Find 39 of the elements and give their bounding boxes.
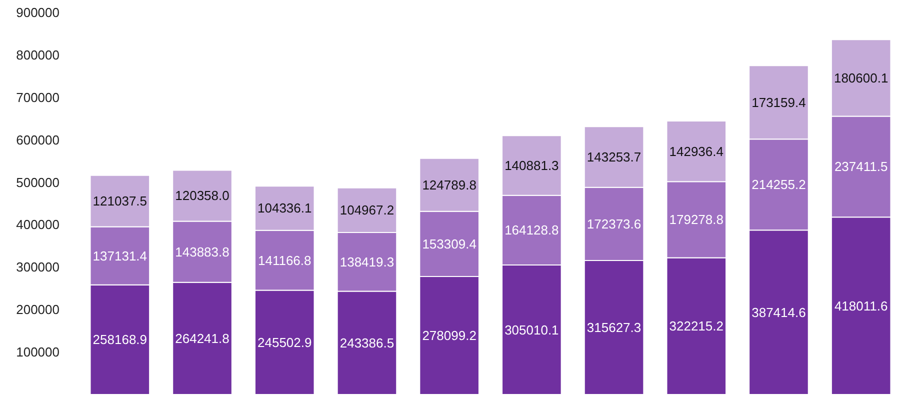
data-label: 143253.7 [586,149,642,164]
data-label: 258168.9 [92,332,148,348]
y-tick-label: 600000 [16,132,60,148]
data-label: 153309.4 [422,236,476,252]
data-label: 143883.8 [175,244,230,260]
y-tick-label: 900000 [16,5,60,20]
data-label: 172373.6 [586,216,642,232]
y-tick-label: 200000 [16,302,60,318]
y-tick-label: 100000 [16,344,60,360]
data-label: 104967.2 [340,202,394,218]
data-label: 264241.8 [175,330,230,346]
data-label: 322215.2 [669,318,724,334]
data-label: 418011.6 [834,298,888,314]
data-label: 245502.9 [258,334,312,350]
data-label: 138419.3 [340,254,394,270]
y-tick-label: 300000 [16,260,60,275]
data-label: 121037.5 [92,194,148,209]
y-tick-label: 800000 [16,47,60,62]
data-label: 214255.2 [752,177,806,192]
data-label: 120358.0 [175,188,230,204]
data-label: 164128.8 [504,222,559,238]
data-label: 387414.6 [752,304,806,320]
y-tick-label: 700000 [16,90,60,105]
data-label: 237411.5 [834,159,888,174]
data-label: 140881.3 [504,158,559,173]
data-label: 180600.1 [834,70,888,86]
data-label: 124789.8 [422,177,476,192]
data-label: 137131.4 [92,248,148,264]
data-label: 305010.1 [504,322,559,338]
y-tick-label: 500000 [16,174,60,190]
data-label: 173159.4 [752,94,806,110]
data-label: 142936.4 [669,144,724,159]
data-label: 141166.8 [258,252,312,268]
y-tick-label: 400000 [16,217,60,232]
data-label: 315627.3 [586,320,642,336]
data-label: 104336.1 [258,200,312,216]
data-label: 179278.8 [669,212,724,228]
data-label: 243386.5 [340,335,394,350]
data-label: 278099.2 [422,328,476,343]
